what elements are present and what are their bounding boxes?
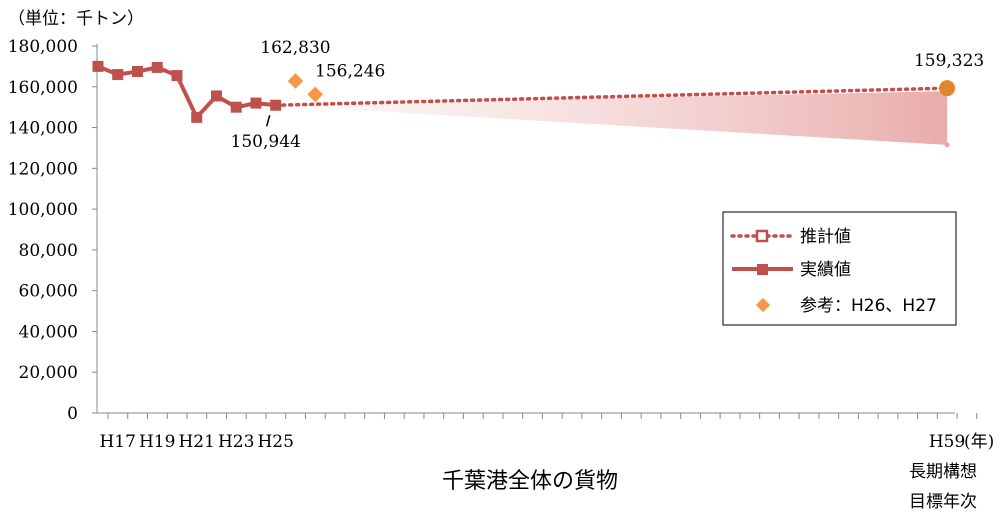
y-tick-label: 140,000 xyxy=(8,119,78,139)
y-tick-label: 60,000 xyxy=(19,282,78,302)
actual-point xyxy=(210,90,222,102)
reference-point xyxy=(287,73,304,89)
y-tick-label: 100,000 xyxy=(8,200,78,220)
actual-point xyxy=(92,60,104,72)
x-tick-label: H21 xyxy=(178,432,214,452)
x-tick-label: H25 xyxy=(257,432,293,452)
y-tick-label: 80,000 xyxy=(19,241,78,261)
legend: 推計値 実績値 参考：H26、H27 xyxy=(722,211,957,326)
data-label-leader xyxy=(265,115,271,127)
y-tick-label: 40,000 xyxy=(19,322,78,342)
legend-item-actual: 実績値 xyxy=(732,260,851,280)
y-tick-label: 20,000 xyxy=(19,363,78,383)
y-tick-label: 160,000 xyxy=(8,78,78,98)
actual-point xyxy=(112,69,124,81)
legend-item-forecast: 推計値 xyxy=(730,227,851,247)
target-year-marker xyxy=(939,80,956,97)
y-axis-tick-labels: 0 20,000 40,000 60,000 80,000 100,000 120,000 1… xyxy=(8,37,78,424)
x-end-note-line-1: 長期構想 xyxy=(909,462,977,482)
unit-label: （単位：千トン） xyxy=(8,9,144,29)
x-tick-label: H59 xyxy=(929,432,965,452)
actual-point xyxy=(131,65,143,77)
actual-point xyxy=(191,111,203,123)
actual-series-line xyxy=(97,64,276,120)
legend-item-reference: 参考：H26、H27 xyxy=(755,296,937,316)
series-layer xyxy=(92,60,956,148)
actual-point xyxy=(230,101,242,113)
data-label: 162,830 xyxy=(260,38,330,58)
reference-point xyxy=(307,86,323,103)
legend-actual-marker xyxy=(757,264,768,275)
legend-forecast-marker xyxy=(755,229,769,243)
x-tick-label: H17 xyxy=(99,432,135,452)
x-unit-label: (年) xyxy=(964,432,994,452)
actual-point xyxy=(151,61,163,73)
forecast-series-line xyxy=(273,86,949,107)
actual-point xyxy=(171,70,183,82)
y-tick-label: 180,000 xyxy=(8,37,78,57)
chart-title: 千葉港全体の貨物 xyxy=(442,469,618,494)
forecast-range-band xyxy=(275,91,948,145)
legend-reference-marker xyxy=(755,297,771,313)
legend-forecast-label: 推計値 xyxy=(800,227,851,247)
actual-point xyxy=(250,97,262,109)
legend-actual-label: 実績値 xyxy=(800,260,851,280)
x-end-note-line-2: 目標年次 xyxy=(909,492,977,512)
x-axis-tick-labels: H17 H19 H21 H23 H25 H59 xyxy=(99,432,965,452)
band-lower-end xyxy=(944,142,950,148)
y-tick-label: 120,000 xyxy=(8,159,78,179)
data-label: 156,246 xyxy=(315,61,385,81)
data-label: 159,323 xyxy=(914,51,984,71)
legend-reference-label: 参考：H26、H27 xyxy=(800,296,937,316)
x-tick-label: H19 xyxy=(139,432,175,452)
data-label: 150,944 xyxy=(231,132,301,152)
y-tick-label: 0 xyxy=(67,404,78,424)
y-axis-minor-ticks xyxy=(92,45,97,414)
data-labels-layer: 162,830 156,246 150,944 159,323 xyxy=(231,38,985,152)
x-axis-minor-ticks xyxy=(107,413,978,419)
x-tick-label: H23 xyxy=(218,432,254,452)
